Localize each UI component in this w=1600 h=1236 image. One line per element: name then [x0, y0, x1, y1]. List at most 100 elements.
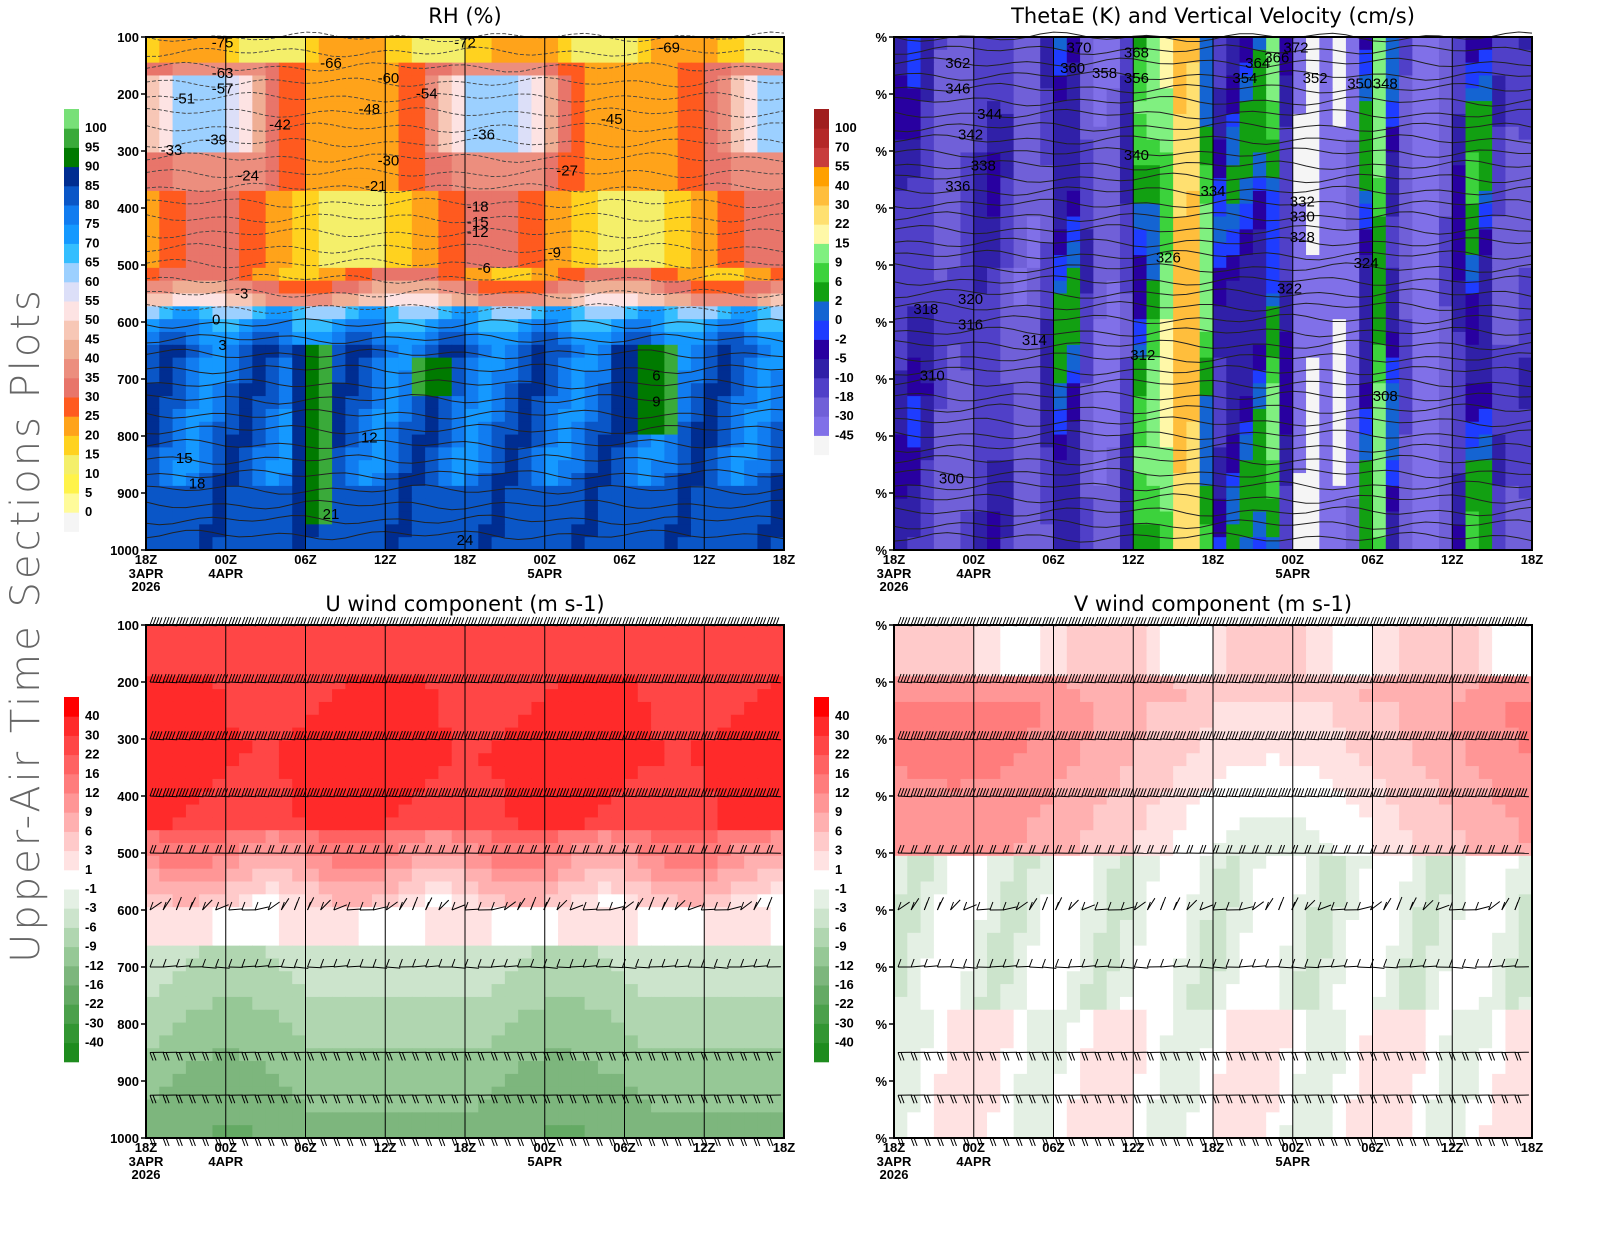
field-cell: [199, 830, 214, 844]
field-cell: [332, 701, 346, 716]
field-cell: [704, 344, 719, 359]
field-cell: [411, 753, 426, 767]
field-cell: [664, 740, 679, 754]
field-cell: [584, 396, 599, 410]
field-cell: [1266, 203, 1281, 218]
field-cell: [651, 178, 665, 192]
field-cell: [947, 216, 962, 230]
field-cell: [1372, 421, 1387, 436]
field-cell: [690, 714, 705, 729]
field-cell: [531, 447, 546, 461]
thetae-colorbar-swatch: [814, 166, 829, 187]
field-cell: [478, 267, 493, 282]
field-cell: [664, 766, 679, 780]
field-cell: [558, 740, 572, 754]
field-cell: [358, 370, 373, 384]
field-cell: [478, 650, 493, 665]
field-cell: [1399, 255, 1413, 269]
thetae-contour-label: 330: [1290, 209, 1315, 226]
field-cell: [358, 396, 373, 410]
field-cell: [558, 229, 572, 243]
field-cell: [730, 280, 745, 295]
field-cell: [146, 817, 160, 831]
field-cell: [305, 740, 320, 754]
field-cell: [185, 714, 200, 729]
field-cell: [518, 357, 533, 372]
rh-colorbar-swatch: [64, 262, 79, 283]
field-cell: [1199, 511, 1214, 525]
field-cell: [651, 408, 665, 423]
field-cell: [1119, 306, 1134, 320]
field-cell: [504, 830, 519, 844]
field-cell: [451, 637, 466, 652]
thetae-colorbar-swatch: [814, 358, 829, 379]
field-cell: [757, 139, 772, 154]
field-cell: [385, 203, 400, 218]
field-cell: [531, 49, 546, 64]
field-cell: [531, 190, 546, 205]
field-cell: [1013, 306, 1028, 320]
rh-contour-label: 15: [176, 450, 193, 467]
field-cell: [305, 152, 320, 166]
field-cell: [664, 49, 679, 64]
field-cell: [345, 650, 360, 665]
field-cell: [1306, 396, 1320, 410]
field-cell: [504, 331, 519, 346]
field-cell: [252, 126, 267, 141]
field-cell: [411, 485, 426, 500]
field-cell: [159, 537, 174, 551]
field-cell: [571, 447, 586, 461]
field-cell: [1345, 178, 1360, 192]
field-cell: [1492, 242, 1507, 256]
field-cell: [265, 37, 280, 51]
field-cell: [717, 396, 732, 410]
field-cell: [212, 216, 227, 230]
field-cell: [704, 331, 719, 346]
field-cell: [478, 830, 493, 844]
field-cell: [933, 62, 948, 77]
field-cell: [1319, 396, 1334, 410]
field-cell: [717, 255, 732, 269]
field-cell: [371, 817, 386, 831]
field-cell: [531, 126, 546, 141]
field-cell: [438, 766, 453, 780]
field-cell: [584, 113, 599, 128]
field-cell: [491, 740, 506, 754]
field-cell: [1199, 383, 1214, 397]
field-cell: [159, 280, 174, 295]
field-cell: [730, 701, 745, 716]
field-cell: [651, 830, 665, 844]
field-cell: [651, 460, 665, 474]
field-cell: [1266, 319, 1281, 333]
field-cell: [597, 190, 612, 205]
field-cell: [225, 190, 240, 205]
field-cell: [239, 331, 253, 346]
field-cell: [478, 714, 493, 729]
field-cell: [1053, 37, 1068, 51]
field-cell: [744, 766, 759, 780]
field-cell: [1013, 473, 1028, 487]
field-cell: [358, 255, 373, 269]
field-cell: [212, 229, 227, 243]
field-cell: [1505, 511, 1520, 525]
field-cell: [624, 485, 639, 500]
field-cell: [345, 511, 360, 525]
field-cell: [438, 178, 453, 192]
field-cell: [1133, 165, 1148, 179]
field-cell: [159, 434, 174, 448]
field-cell: [571, 255, 586, 269]
field-cell: [651, 421, 665, 436]
field-cell: [1186, 242, 1201, 256]
field-cell: [894, 537, 908, 551]
field-cell: [544, 216, 559, 230]
field-cell: [558, 331, 572, 346]
field-cell: [278, 485, 293, 500]
field-cell: [677, 293, 692, 307]
field-cell: [185, 460, 200, 474]
field-cell: [960, 344, 975, 359]
rh-colorbar-label: 95: [85, 139, 99, 154]
field-cell: [425, 383, 440, 397]
field-cell: [172, 830, 187, 844]
field-cell: [451, 203, 466, 218]
field-cell: [531, 319, 546, 333]
